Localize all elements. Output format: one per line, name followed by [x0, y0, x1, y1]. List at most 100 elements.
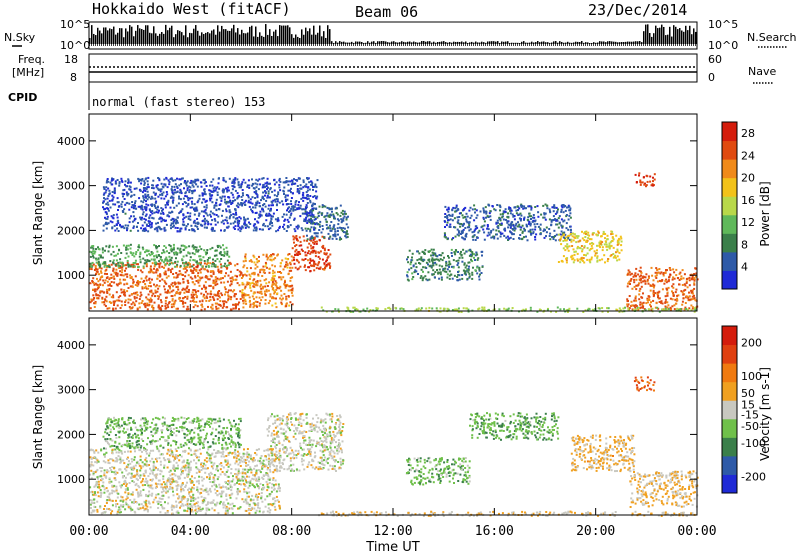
noise-bar	[495, 41, 497, 44]
data-cell	[291, 284, 294, 287]
data-cell	[302, 199, 305, 202]
data-cell	[438, 254, 441, 256]
data-cell	[267, 190, 270, 193]
data-cell	[347, 307, 350, 310]
data-cell	[220, 197, 223, 200]
data-cell	[160, 212, 162, 215]
data-cell	[227, 294, 230, 297]
data-cell	[539, 223, 542, 226]
data-cell	[675, 288, 678, 291]
data-cell	[422, 260, 425, 263]
data-cell	[244, 199, 247, 202]
data-cell	[562, 240, 565, 242]
data-cell	[536, 223, 539, 225]
data-cell	[191, 190, 194, 193]
data-cell	[90, 299, 93, 302]
data-cell	[227, 299, 229, 302]
data-cell	[279, 285, 282, 288]
data-cell	[159, 190, 162, 193]
data-cell	[108, 462, 111, 465]
data-cell	[326, 227, 328, 230]
noise-bar	[107, 30, 109, 44]
data-cell	[206, 275, 209, 278]
data-cell	[120, 291, 123, 294]
data-cell	[104, 216, 106, 219]
data-cell	[252, 306, 255, 309]
data-cell	[507, 223, 510, 226]
data-cell	[583, 246, 586, 249]
data-cell	[276, 219, 279, 221]
data-cell	[196, 264, 199, 267]
data-cell	[342, 213, 344, 216]
data-cell	[175, 191, 177, 194]
data-cell	[281, 215, 284, 218]
data-cell	[182, 287, 185, 290]
data-cell	[176, 187, 179, 189]
data-cell	[192, 247, 195, 250]
data-cell	[287, 180, 290, 183]
data-cell	[506, 220, 509, 223]
data-cell	[278, 225, 281, 228]
data-cell	[113, 187, 116, 190]
data-cell	[284, 218, 286, 221]
data-cell	[159, 453, 162, 456]
data-cell	[326, 256, 329, 259]
data-cell	[216, 298, 219, 301]
data-cell	[211, 229, 214, 232]
data-cell	[138, 188, 141, 191]
data-cell	[542, 230, 545, 233]
data-cell	[182, 248, 185, 251]
data-cell	[162, 219, 164, 222]
noise-bar	[417, 42, 419, 44]
data-cell	[258, 213, 261, 216]
data-cell	[460, 230, 463, 233]
data-cell	[448, 274, 451, 277]
noise-bar	[565, 42, 567, 44]
data-cell	[299, 207, 302, 210]
data-cell	[566, 247, 569, 250]
data-cell	[519, 204, 522, 207]
data-cell	[523, 217, 526, 220]
data-cell	[634, 295, 637, 298]
data-cell	[141, 191, 144, 194]
data-cell	[458, 310, 461, 313]
data-cell	[235, 204, 238, 207]
data-cell	[162, 186, 165, 189]
data-cell	[210, 293, 213, 296]
data-cell	[194, 289, 197, 292]
data-cell	[261, 275, 264, 277]
data-cell	[141, 208, 144, 211]
data-cell	[653, 178, 656, 181]
date-label: 23/Dec/2014	[588, 1, 687, 19]
data-cell	[528, 220, 531, 223]
data-cell	[262, 196, 264, 199]
noise-bar	[123, 37, 125, 44]
data-cell	[306, 202, 309, 204]
data-cell	[264, 285, 267, 288]
data-cell	[289, 214, 292, 217]
data-cell	[596, 256, 599, 259]
data-cell	[292, 209, 295, 212]
data-cell	[170, 219, 173, 221]
data-cell	[170, 283, 173, 286]
data-cell	[534, 206, 537, 208]
data-cell	[233, 293, 236, 296]
data-cell	[552, 215, 555, 218]
data-cell	[135, 263, 138, 266]
data-cell	[229, 308, 232, 311]
data-cell	[523, 205, 526, 208]
data-cell	[309, 230, 312, 233]
data-cell	[185, 308, 188, 311]
data-cell	[693, 273, 696, 276]
data-cell	[323, 215, 326, 218]
data-cell	[209, 295, 212, 298]
data-cell	[216, 244, 219, 247]
data-cell	[659, 272, 662, 275]
data-cell	[111, 221, 114, 224]
noise-bar	[291, 34, 293, 44]
data-cell	[432, 248, 435, 251]
data-cell	[544, 218, 547, 221]
data-cell	[334, 230, 337, 233]
data-cell	[606, 238, 609, 241]
data-cell	[534, 238, 537, 241]
